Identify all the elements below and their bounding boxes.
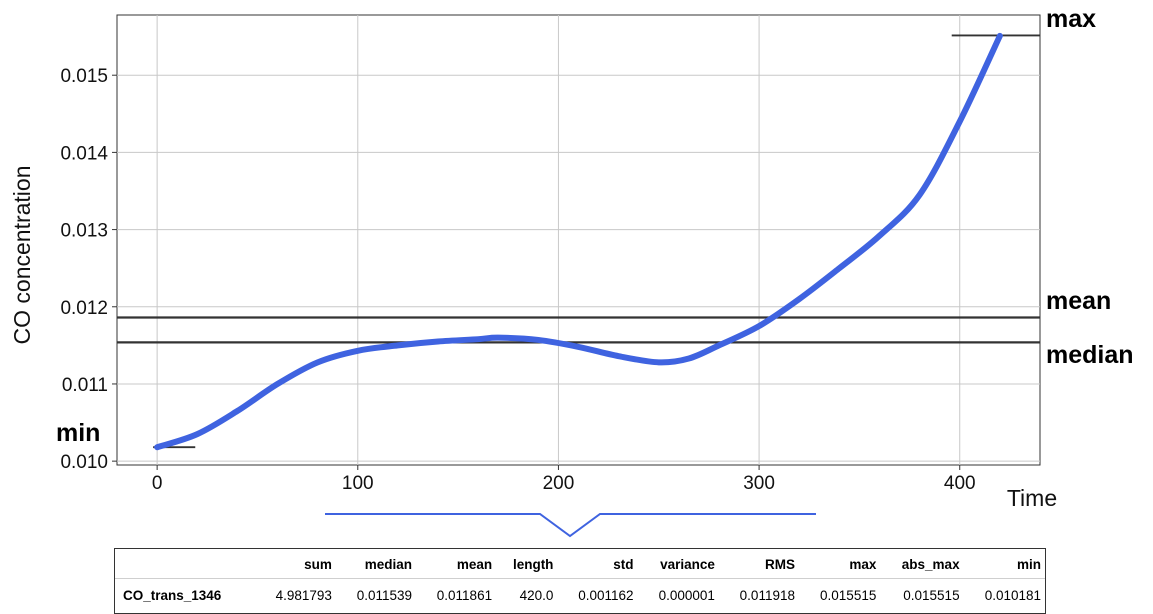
y-axis: 0.010 0.011 0.012 0.013 0.014 0.015 xyxy=(60,66,117,473)
y-tick-label-5: 0.015 xyxy=(60,66,108,87)
grid xyxy=(117,15,1040,465)
stats-header-row: sum median mean length std variance RMS max abs_… xyxy=(115,549,1045,579)
stats-col-header-min: min xyxy=(1016,557,1041,572)
stats-col-header-mean: mean xyxy=(456,557,493,572)
stats-cell-sum: 4.981793 xyxy=(275,588,332,603)
stats-col-header-length: length xyxy=(512,557,554,572)
x-tick-label-2: 200 xyxy=(543,473,575,494)
stats-table: sum median mean length std variance RMS max abs_… xyxy=(114,548,1046,614)
stats-col-header-median: median xyxy=(364,557,412,572)
stats-col-header-sum: sum xyxy=(304,557,332,572)
y-tick-label-0: 0.010 xyxy=(60,452,108,473)
max-label: max xyxy=(1046,5,1096,33)
table-connector xyxy=(325,513,816,538)
y-tick-label-4: 0.014 xyxy=(60,143,108,164)
x-axis-title: Time xyxy=(1007,485,1057,511)
reference-lines: max mean median min xyxy=(56,5,1134,449)
series-layer xyxy=(154,32,1003,451)
series-line-0 xyxy=(154,32,1003,451)
x-tick-label-4: 400 xyxy=(944,473,976,494)
y-tick-label-2: 0.012 xyxy=(60,298,108,319)
stats-cell-abs_max: 0.015515 xyxy=(903,588,960,603)
stats-col-header-abs_max: abs_max xyxy=(901,557,960,572)
mean-label: mean xyxy=(1046,287,1111,315)
stats-cell-RMS: 0.011918 xyxy=(739,588,795,603)
y-tick-label-3: 0.013 xyxy=(60,221,108,242)
stats-cell-std: 0.001162 xyxy=(578,588,634,603)
median-label: median xyxy=(1046,341,1134,369)
stats-cell-min: 0.010181 xyxy=(984,588,1041,603)
x-tick-label-0: 0 xyxy=(152,473,163,494)
stats-col-header-variance: variance xyxy=(660,557,715,572)
y-axis-title: CO concentration xyxy=(9,166,35,345)
x-tick-label-1: 100 xyxy=(342,473,374,494)
stats-cell-max: 0.015515 xyxy=(820,588,877,603)
x-axis: 0 100 200 300 400 xyxy=(152,465,976,494)
stats-cell-length: 420.0 xyxy=(519,588,554,603)
stats-row: CO_trans_1346 4.981793 0.011539 0.011861 420… xyxy=(115,579,1045,610)
min-label: min xyxy=(56,419,100,447)
x-tick-label-3: 300 xyxy=(743,473,775,494)
stats-cell-mean: 0.011861 xyxy=(436,588,493,603)
stats-col-header-RMS: RMS xyxy=(764,557,795,572)
y-tick-label-1: 0.011 xyxy=(62,375,108,396)
stats-cell-median: 0.011539 xyxy=(356,588,412,603)
stats-corner-cell xyxy=(115,549,255,579)
stats-col-header-max: max xyxy=(849,557,877,572)
stats-cell-variance: 0.000001 xyxy=(658,588,715,603)
stats-col-header-std: std xyxy=(613,557,634,572)
stats-row-name: CO_trans_1346 xyxy=(123,588,222,603)
